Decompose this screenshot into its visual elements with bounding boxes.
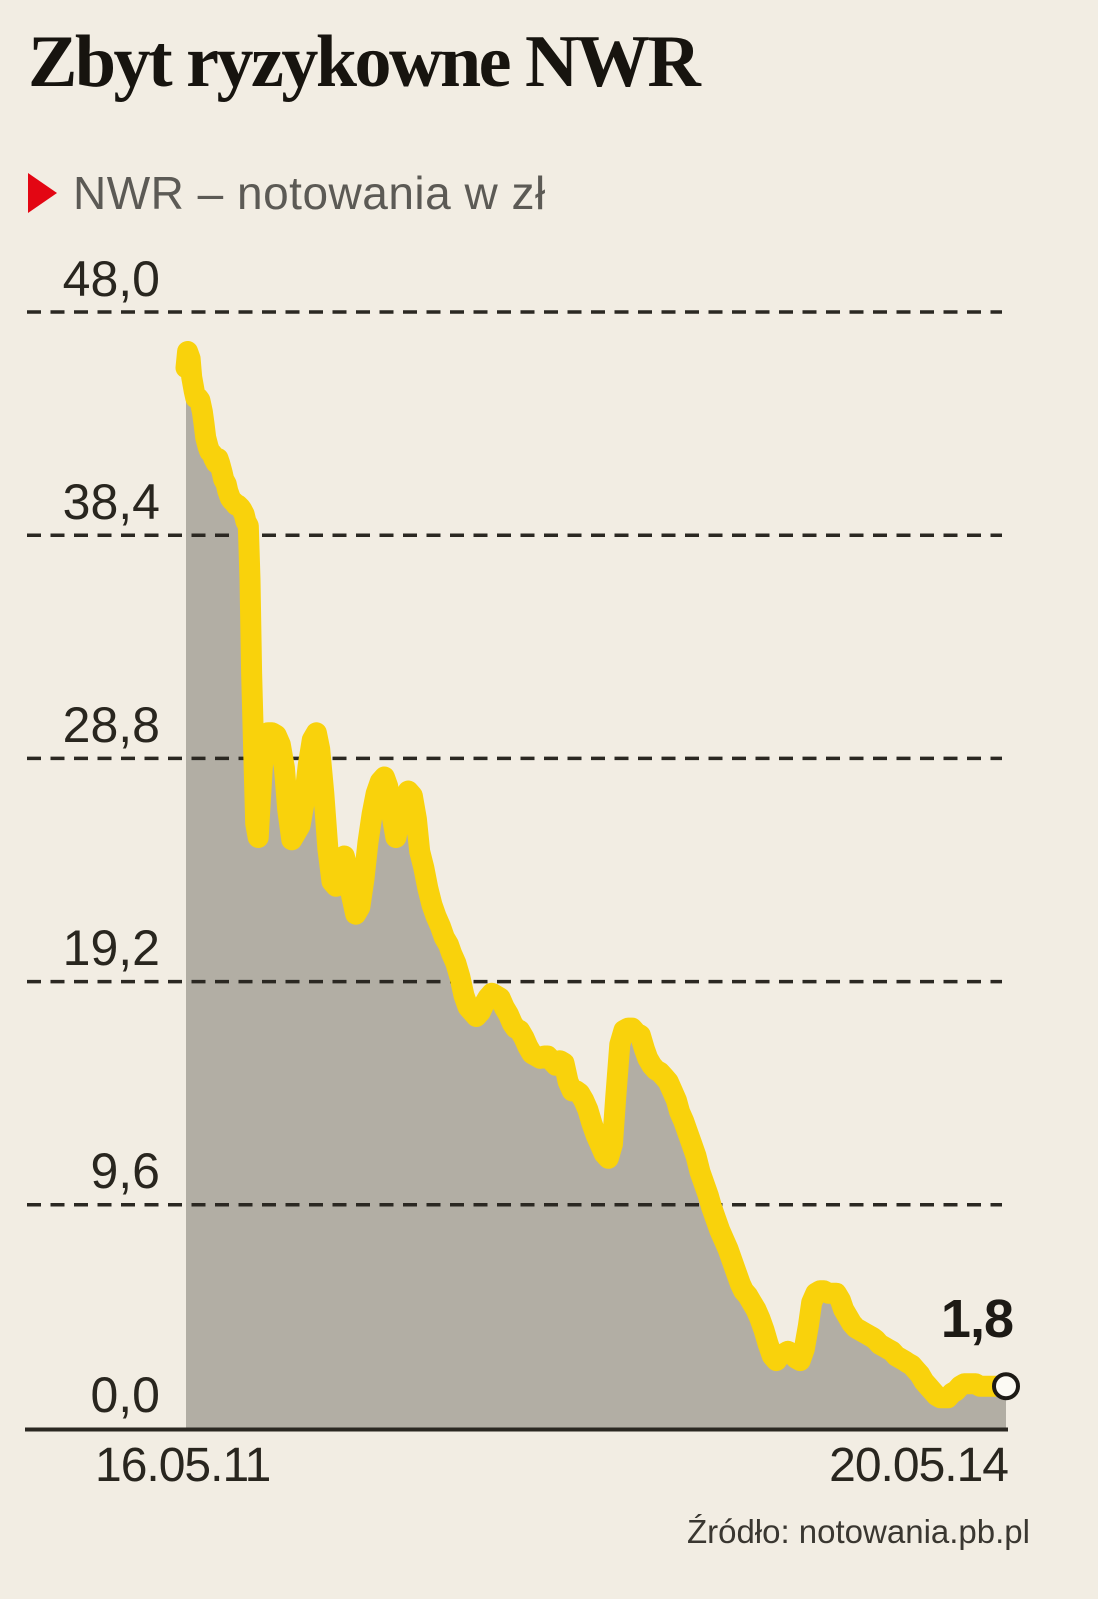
page-title: Zbyt ryzykowne NWR bbox=[28, 21, 701, 103]
last-value-label: 1,8 bbox=[941, 1289, 1013, 1349]
y-tick-28: 28,8 bbox=[63, 697, 160, 753]
source-credit: Źródło: notowania.pb.pl bbox=[687, 1513, 1030, 1550]
gridline-layer bbox=[27, 310, 1002, 1207]
x-tick-end: 20.05.14 bbox=[829, 1439, 1008, 1492]
price-line bbox=[175, 341, 1017, 1409]
y-tick-38: 38,4 bbox=[63, 474, 160, 530]
bullet-triangle-icon bbox=[28, 173, 57, 213]
end-marker bbox=[992, 1372, 1020, 1401]
y-tick-0: 0,0 bbox=[90, 1367, 160, 1423]
x-tick-start: 16.05.11 bbox=[95, 1439, 270, 1492]
y-tick-48: 48,0 bbox=[63, 251, 160, 307]
price-line-layer bbox=[175, 341, 1020, 1409]
legend-label: NWR – notowania w zł bbox=[73, 167, 546, 219]
y-tick-19: 19,2 bbox=[63, 920, 160, 976]
y-tick-9: 9,6 bbox=[90, 1143, 160, 1199]
price-area bbox=[186, 351, 1006, 1428]
legend: NWR – notowania w zł bbox=[28, 167, 546, 219]
area-fill-layer bbox=[186, 351, 1006, 1428]
